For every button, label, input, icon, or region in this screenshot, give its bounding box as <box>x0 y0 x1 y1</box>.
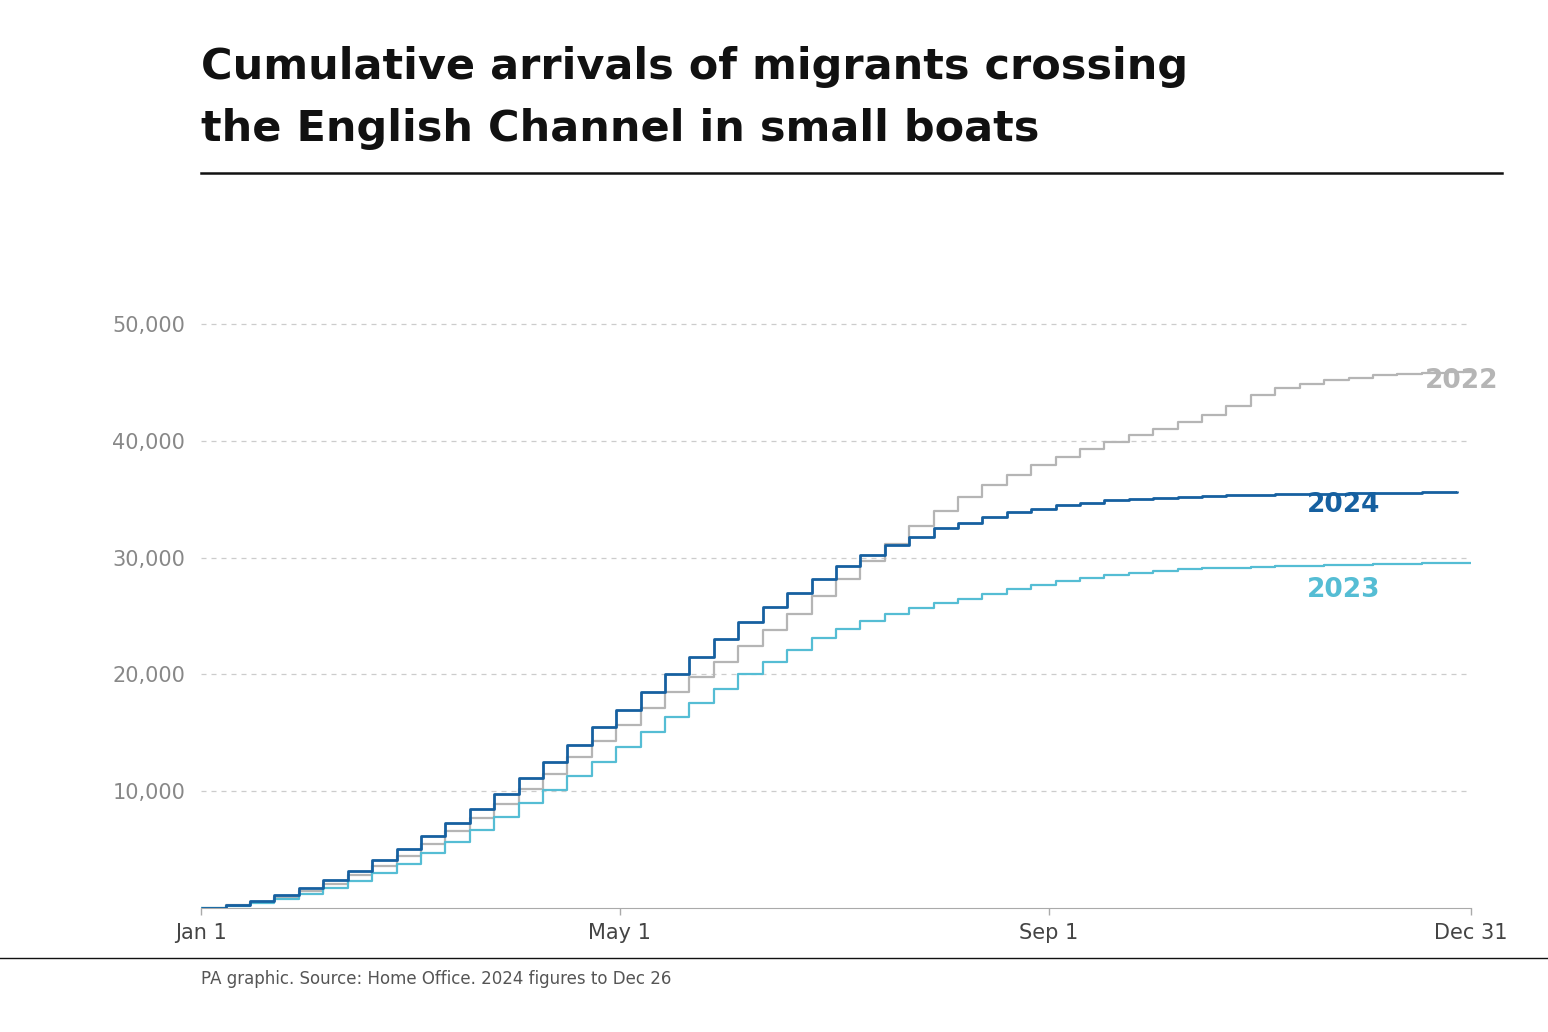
Text: 2022: 2022 <box>1426 368 1498 394</box>
Text: Cumulative arrivals of migrants crossing: Cumulative arrivals of migrants crossing <box>201 46 1189 89</box>
Text: PA graphic. Source: Home Office. 2024 figures to Dec 26: PA graphic. Source: Home Office. 2024 fi… <box>201 970 672 988</box>
Text: 2023: 2023 <box>1307 577 1381 604</box>
Text: 2024: 2024 <box>1307 492 1381 518</box>
Text: the English Channel in small boats: the English Channel in small boats <box>201 108 1040 151</box>
